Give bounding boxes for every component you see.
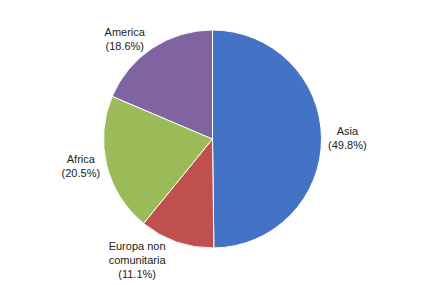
- svg-text:Africa(20.5%): Africa(20.5%): [62, 153, 101, 179]
- svg-text:Europa noncomunitaria(11.1%): Europa noncomunitaria(11.1%): [109, 240, 167, 281]
- svg-text:Asia(49.8%): Asia(49.8%): [328, 125, 367, 151]
- svg-text:America(18.6%): America(18.6%): [105, 26, 146, 52]
